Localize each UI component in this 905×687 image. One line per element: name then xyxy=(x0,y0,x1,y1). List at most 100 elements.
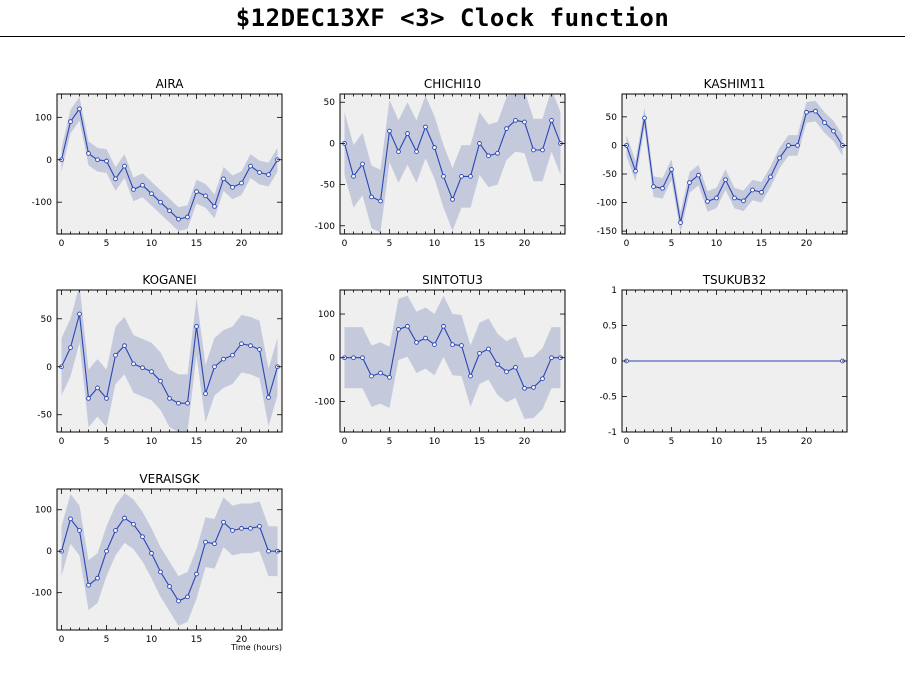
x-tick-label: 20 xyxy=(801,239,813,249)
y-tick-label: 0 xyxy=(611,357,617,367)
data-point xyxy=(77,311,82,317)
data-point xyxy=(212,364,217,370)
data-point xyxy=(77,106,82,112)
data-point xyxy=(477,351,482,356)
chart-panel: 0 5 10 15 20 -100 0 100 VERAISGK Time (hours) xyxy=(32,472,283,652)
data-point xyxy=(221,356,226,362)
data-point xyxy=(248,343,253,348)
data-point xyxy=(696,172,701,178)
data-point xyxy=(531,385,536,390)
x-tick-label: 0 xyxy=(59,437,65,447)
y-tick-label: -100 xyxy=(32,589,53,599)
y-tick-label: 0.5 xyxy=(603,322,617,332)
data-point xyxy=(239,341,244,347)
x-tick-label: 5 xyxy=(104,239,110,249)
data-point xyxy=(86,582,91,588)
data-point xyxy=(140,365,145,371)
data-point xyxy=(221,519,226,525)
data-point xyxy=(831,128,836,134)
title-divider xyxy=(0,36,905,37)
data-point xyxy=(378,198,383,204)
data-point xyxy=(513,364,518,370)
uncertainty-band xyxy=(344,295,561,419)
data-point xyxy=(369,194,374,200)
data-point xyxy=(459,343,464,348)
data-point xyxy=(203,391,208,396)
x-tick-label: 0 xyxy=(59,635,65,645)
data-point xyxy=(104,158,109,164)
data-point xyxy=(633,168,638,174)
data-point xyxy=(432,145,437,150)
x-tick-label: 20 xyxy=(519,239,531,249)
data-point xyxy=(86,396,91,401)
data-point xyxy=(95,157,100,163)
data-point xyxy=(176,216,181,222)
data-point xyxy=(248,526,253,531)
x-tick-label: 0 xyxy=(624,437,630,447)
data-point xyxy=(158,569,163,575)
y-tick-label: 50 xyxy=(606,113,618,123)
data-point xyxy=(414,340,419,345)
y-tick-label: 1 xyxy=(611,286,617,296)
y-tick-label: -100 xyxy=(315,397,336,407)
data-point xyxy=(441,174,446,179)
data-point xyxy=(678,220,683,225)
data-point xyxy=(86,151,91,156)
x-tick-label: 0 xyxy=(59,239,65,249)
data-point xyxy=(396,149,401,154)
data-point xyxy=(450,197,455,202)
chart-title: TSUKUB32 xyxy=(702,273,767,287)
data-point xyxy=(786,143,791,148)
chart-panel: 0 5 10 15 20 -150 -100 -50 0 50 KASHIM11 xyxy=(597,77,848,249)
data-point xyxy=(113,176,118,182)
x-tick-label: 20 xyxy=(519,437,531,447)
x-tick-label: 10 xyxy=(711,437,723,447)
x-tick-label: 0 xyxy=(342,437,348,447)
data-point xyxy=(122,515,127,521)
data-point xyxy=(212,541,217,547)
data-point xyxy=(351,355,356,361)
data-point xyxy=(396,326,401,332)
y-tick-label: 50 xyxy=(41,315,53,325)
y-tick-label: 0 xyxy=(329,354,335,364)
y-tick-label: -50 xyxy=(37,411,52,421)
data-point xyxy=(714,195,719,201)
data-point xyxy=(203,193,208,199)
data-point xyxy=(822,120,827,125)
x-tick-label: 15 xyxy=(756,239,767,249)
y-tick-label: -0.5 xyxy=(599,393,617,403)
x-tick-label: 20 xyxy=(236,239,248,249)
data-point xyxy=(149,550,154,556)
data-point xyxy=(77,528,82,533)
y-tick-label: 0 xyxy=(46,156,52,166)
data-point xyxy=(131,521,136,527)
data-point xyxy=(405,323,410,329)
data-point xyxy=(230,528,235,533)
data-point xyxy=(158,199,163,205)
data-point xyxy=(423,124,428,130)
data-point xyxy=(642,115,647,121)
data-point xyxy=(95,385,100,391)
chart-title: VERAISGK xyxy=(139,472,200,486)
y-tick-label: -100 xyxy=(32,198,53,208)
data-point xyxy=(104,548,109,554)
x-axis-label: Time (hours) xyxy=(230,643,282,652)
data-point xyxy=(522,385,527,391)
y-tick-label: -100 xyxy=(597,199,618,209)
data-point xyxy=(131,187,136,192)
data-point xyxy=(266,395,271,400)
data-point xyxy=(522,119,527,125)
data-point xyxy=(212,204,217,209)
data-point xyxy=(504,369,509,375)
data-point xyxy=(768,174,773,180)
data-point xyxy=(203,539,208,545)
x-tick-label: 0 xyxy=(624,239,630,249)
data-point xyxy=(221,176,226,182)
x-tick-label: 15 xyxy=(756,437,767,447)
data-point xyxy=(113,528,118,533)
data-point xyxy=(723,177,728,183)
data-point xyxy=(495,150,500,156)
x-tick-label: 20 xyxy=(801,437,813,447)
y-tick-label: 100 xyxy=(35,506,52,516)
data-point xyxy=(759,189,764,195)
